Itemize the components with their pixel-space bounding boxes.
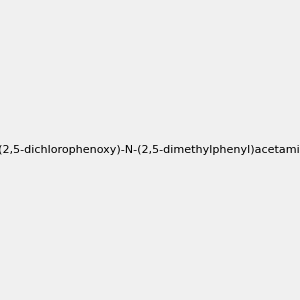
Text: 2-(2,5-dichlorophenoxy)-N-(2,5-dimethylphenyl)acetamide: 2-(2,5-dichlorophenoxy)-N-(2,5-dimethylp… — [0, 145, 300, 155]
